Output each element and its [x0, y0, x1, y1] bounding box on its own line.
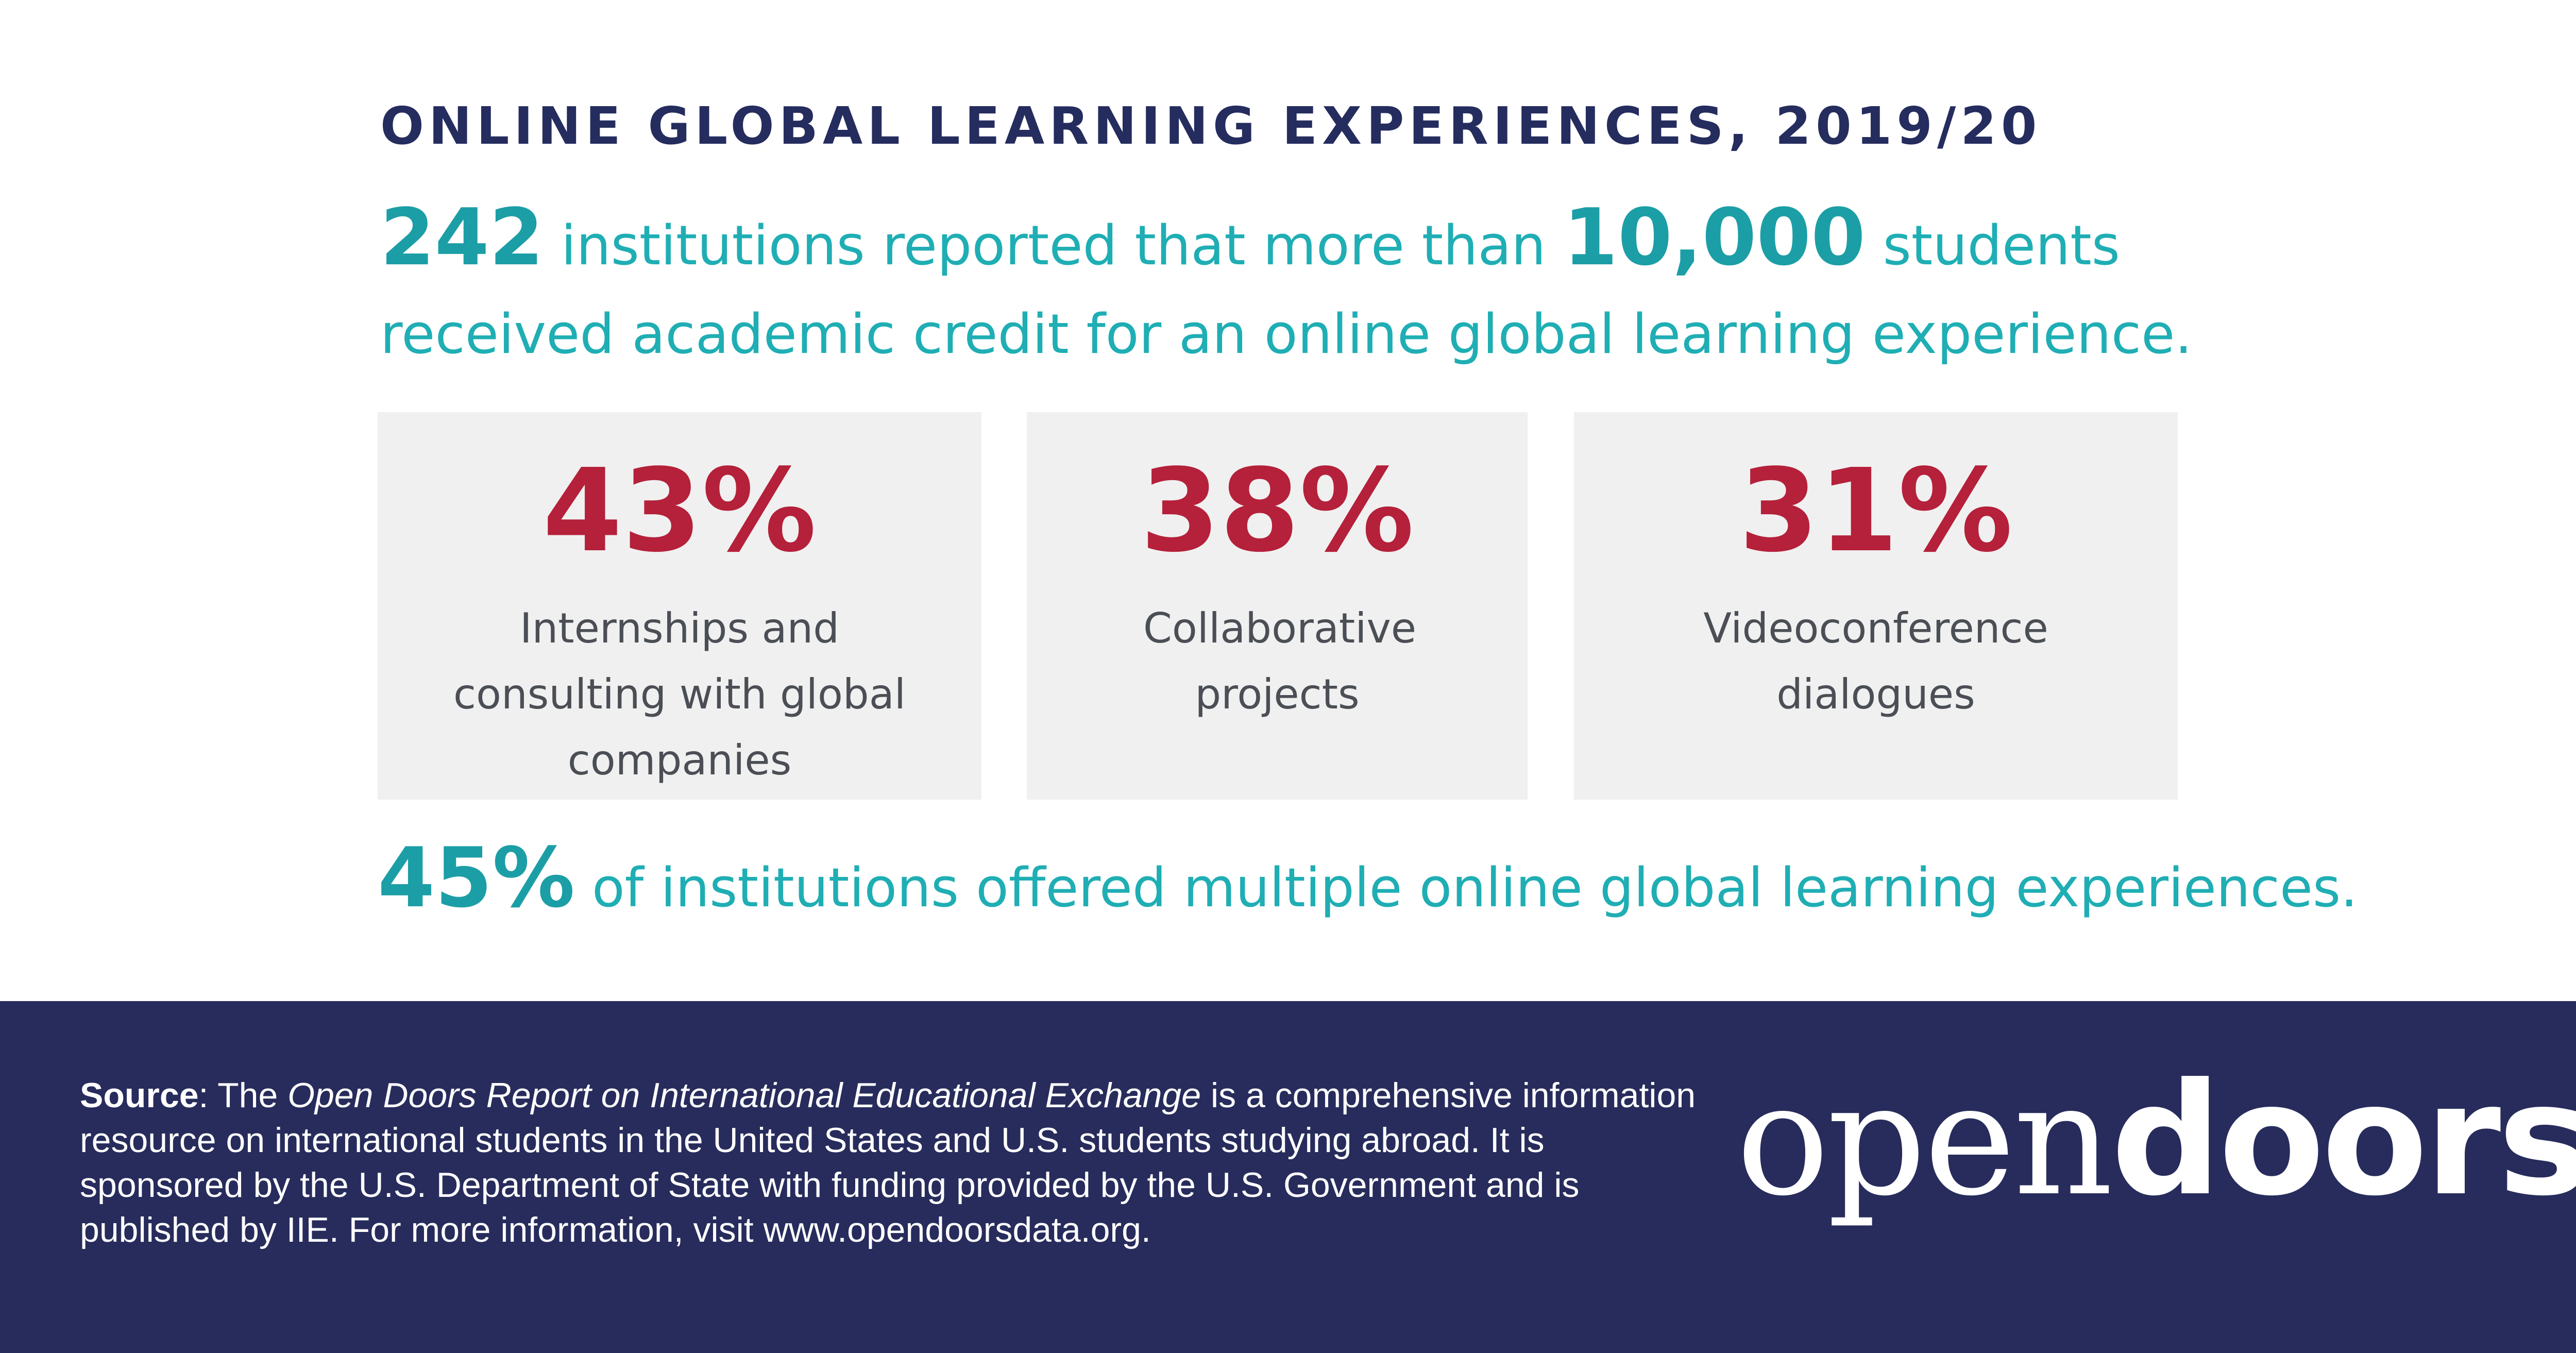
stat-value: 38%: [1140, 445, 1414, 578]
main-panel: ONLINE GLOBAL LEARNING EXPERIENCES, 2019…: [378, 96, 2358, 932]
institutions-count: 242: [380, 192, 544, 283]
headline-text-2: students received academic credit for an…: [380, 214, 2193, 366]
source-text: is a comprehensive information resource …: [80, 1076, 1696, 1249]
source-note: Source: The Open Doors Report on Interna…: [80, 1073, 1703, 1253]
headline-text-1: institutions reported that more than: [544, 214, 1564, 277]
multiple-text: of institutions offered multiple online …: [574, 856, 2358, 919]
stat-card-videoconference: 31% Videoconference dialogues: [1574, 412, 2178, 800]
stat-label: Internships and consulting with global c…: [453, 604, 906, 785]
source-label: Source: [80, 1076, 199, 1115]
report-name: Open Doors Report on International Educa…: [287, 1076, 1201, 1115]
stat-card-internships: 43% Internships and consulting with glob…: [378, 412, 981, 800]
logo-open: open: [1736, 1050, 2113, 1230]
multiple-experiences-statement: 45% of institutions offered multiple onl…: [378, 824, 2358, 932]
stat-label: Videoconference dialogues: [1703, 604, 2048, 719]
logo-doors: doors: [2111, 1050, 2576, 1230]
stat-label: Collaborative projects: [1143, 604, 1417, 719]
source-colon: : The: [198, 1076, 288, 1115]
stat-value: 43%: [543, 445, 817, 578]
headline-statement: 242 institutions reported that more than…: [380, 193, 2235, 379]
page-title: ONLINE GLOBAL LEARNING EXPERIENCES, 2019…: [380, 96, 2042, 156]
students-count: 10,000: [1563, 192, 1866, 283]
stat-card-collaborative: 38% Collaborative projects: [1027, 412, 1528, 800]
footer-band: Source: The Open Doors Report on Interna…: [0, 1001, 2576, 1353]
stat-value: 31%: [1739, 445, 2013, 578]
multiple-percent: 45%: [378, 830, 575, 926]
opendoors-logo: opendoors®: [1736, 1063, 2576, 1217]
